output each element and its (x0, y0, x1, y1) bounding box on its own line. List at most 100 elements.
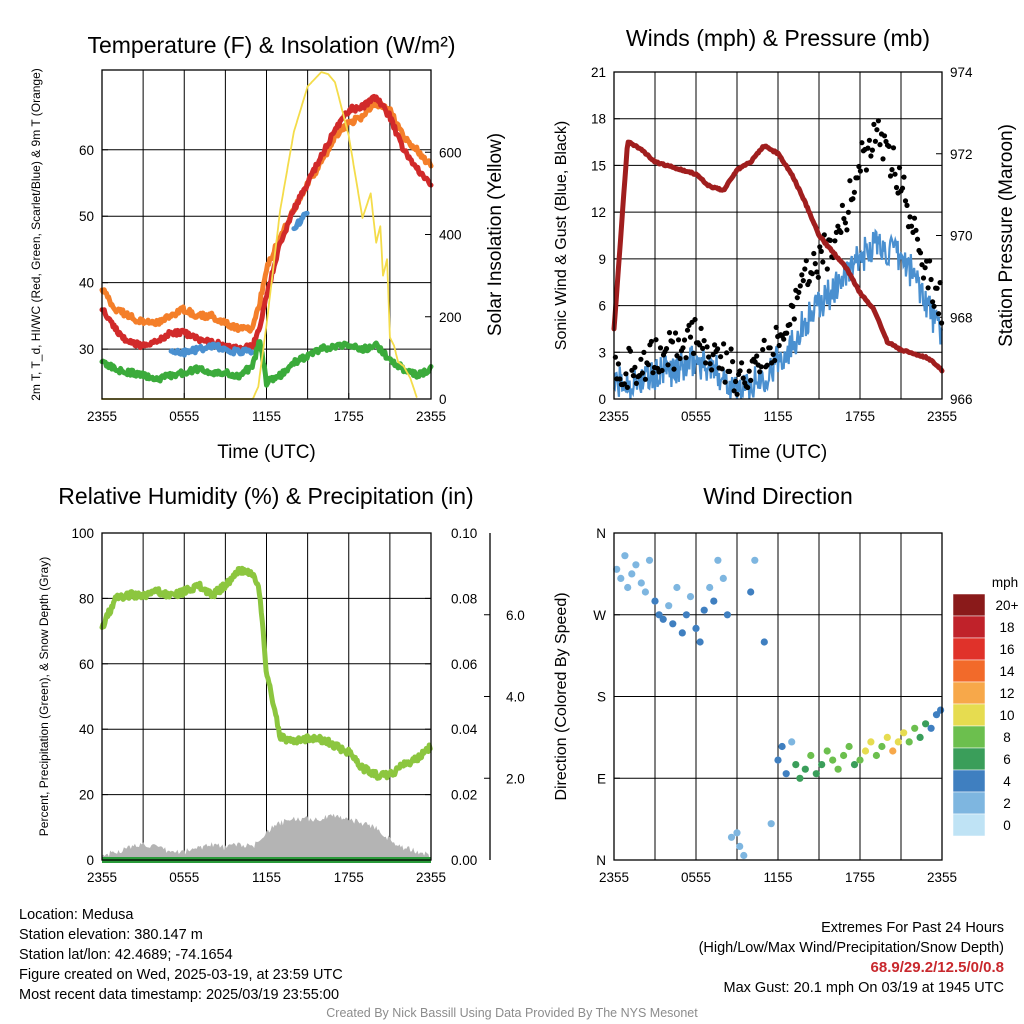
y2-tick-label: 970 (950, 229, 973, 244)
gust-point (703, 360, 709, 366)
y-axis-label: Percent, Precipitation (Green), & Snow D… (37, 557, 51, 836)
gust-point (832, 238, 838, 244)
direction-points (613, 552, 945, 860)
direction-point (801, 765, 809, 773)
gust-point (669, 339, 676, 345)
gust-point (917, 250, 924, 256)
gust-point (845, 209, 852, 215)
gust-point (663, 346, 670, 352)
gust-point (914, 236, 921, 242)
direction-point (710, 597, 718, 605)
gust-point (734, 391, 740, 397)
plot-border (101, 69, 432, 400)
gust-point (904, 202, 910, 208)
gust-point (745, 384, 751, 391)
gust-point (739, 360, 745, 366)
direction-point (751, 556, 759, 564)
gust-point (844, 227, 850, 233)
y-tick-label: 40 (79, 722, 94, 737)
gust-point (712, 342, 718, 348)
direction-point (624, 583, 632, 592)
y2-tick-label: 200 (439, 310, 462, 325)
gust-dots (612, 118, 945, 397)
gust-point (796, 289, 802, 295)
colorbar-label: 0 (1003, 818, 1011, 833)
y-tick-label: 60 (79, 657, 94, 672)
gust-point (797, 283, 803, 289)
gust-point (930, 299, 936, 305)
y3-tick-label: 2.0 (506, 771, 525, 786)
gust-point (791, 316, 797, 322)
x-axis-label: Time (UTC) (729, 442, 828, 463)
direction-point (796, 774, 804, 782)
direction-point (840, 751, 848, 760)
gust-point (681, 337, 688, 343)
x-tick-label: 1155 (252, 870, 281, 885)
gust-point (704, 344, 710, 350)
gust-point (806, 278, 812, 285)
credit-line: Created By Nick Bassill Using Data Provi… (326, 1006, 698, 1020)
gust-point (718, 354, 724, 360)
direction-point (714, 556, 722, 564)
gust-point (850, 196, 856, 202)
x-tick-label: 1755 (334, 870, 364, 885)
gust-point (841, 216, 847, 222)
gust-point (642, 376, 649, 382)
x-tick-label: 0555 (169, 409, 199, 424)
direction-point (637, 579, 645, 587)
gust-point (675, 337, 682, 343)
y-tick-label: 9 (598, 252, 606, 267)
colorbar-swatch (952, 637, 986, 661)
x-tick-label: 2355 (927, 870, 957, 885)
y2-tick-label: 966 (950, 392, 973, 407)
station-location: Location: Medusa (19, 907, 134, 923)
chart-title: Wind Direction (703, 483, 853, 509)
gust-point (869, 147, 876, 153)
x-tick-label: 1755 (845, 409, 875, 424)
gust-point (737, 368, 743, 374)
gust-point (866, 137, 873, 143)
y-tick-label: 0 (598, 392, 606, 407)
colorbar-swatch (952, 769, 986, 793)
direction-point (740, 851, 748, 860)
gust-point (812, 261, 818, 267)
gust-point (624, 384, 631, 390)
direction-point (696, 638, 704, 646)
y-tick-label: 3 (598, 345, 606, 360)
plot-border (613, 71, 943, 400)
gust-point (758, 364, 764, 370)
gust-point (896, 165, 903, 171)
gust-point (890, 145, 897, 151)
y-tick-label: 21 (591, 65, 606, 80)
colorbar-swatch (952, 703, 986, 727)
y2-axis-label: Station Pressure (Maroon) (996, 124, 1017, 347)
gust-point (902, 198, 909, 204)
y3-tick-label: 4.0 (506, 690, 525, 705)
colorbar-swatch (952, 615, 986, 639)
gust-point (653, 337, 659, 343)
gust-point (706, 354, 712, 360)
gust-point (639, 370, 646, 376)
x-tick-label: 2355 (599, 870, 629, 885)
direction-point (856, 756, 864, 764)
direction-point (774, 756, 782, 764)
gust-point (907, 214, 913, 220)
direction-point (867, 738, 875, 746)
gust-point (733, 378, 739, 385)
gust-point (794, 295, 800, 301)
series-line-t-d (99, 339, 434, 388)
gust-point (710, 352, 716, 358)
gust-point (740, 375, 746, 381)
gust-point (800, 278, 806, 284)
gust-point (746, 368, 752, 374)
y2-tick-label: 0.02 (451, 788, 477, 803)
direction-point (872, 751, 881, 760)
direction-point (937, 706, 945, 714)
gust-point (871, 121, 877, 127)
y2-axis-label: Solar Insolation (Yellow) (485, 133, 506, 336)
series-line-relative-humidity (99, 565, 433, 781)
snow-depth-area (102, 813, 431, 860)
y-axis-label: Sonic Wind & Gust (Blue, Black) (553, 121, 570, 350)
direction-point (747, 588, 755, 596)
direction-point (767, 820, 775, 828)
